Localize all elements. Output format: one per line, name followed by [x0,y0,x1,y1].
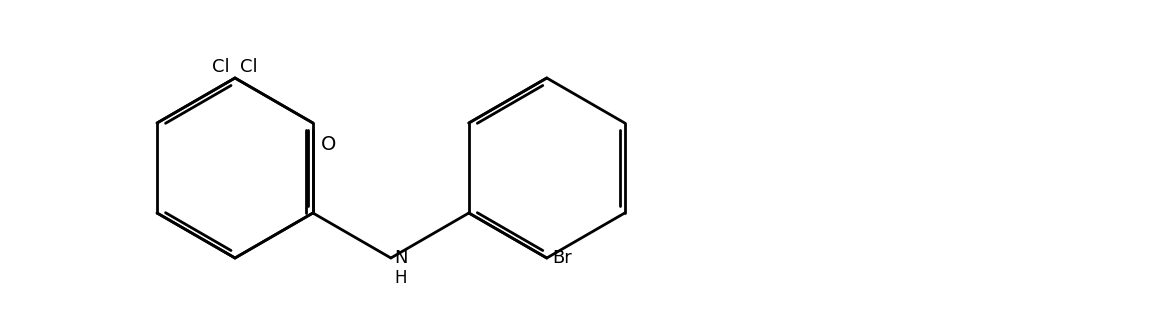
Text: Br: Br [552,249,572,267]
Text: H: H [394,269,407,287]
Text: N: N [394,249,408,267]
Text: Cl: Cl [213,58,230,76]
Text: Cl: Cl [241,58,258,76]
Text: O: O [321,135,336,154]
